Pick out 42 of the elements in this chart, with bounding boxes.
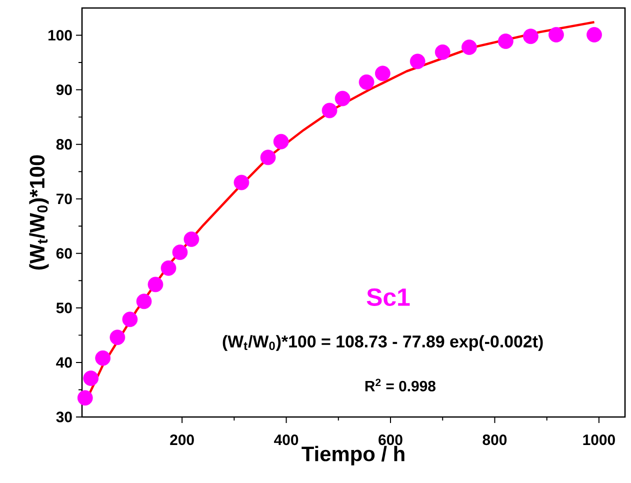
y-axis-title: (W$_{t}$/W$_{0}$)*100: [29, 155, 49, 270]
point: [434, 44, 450, 60]
point: [83, 370, 99, 386]
point: [548, 27, 564, 42]
x-axis-title: Tiempo / h: [302, 446, 404, 466]
point: [77, 390, 93, 406]
y-tick-label: 30: [56, 412, 72, 422]
point: [358, 74, 374, 90]
point: [410, 54, 426, 70]
point: [110, 330, 126, 346]
annotation: (W$_{t}$/W$_{0}$)*100 = 108.73 - 77.89 exp(-0.002t): [222, 335, 543, 351]
x-tick-label: 600: [378, 434, 402, 446]
x-tick-label: 400: [274, 434, 298, 446]
point: [122, 312, 138, 328]
point: [273, 134, 289, 150]
point: [498, 34, 514, 49]
point: [461, 40, 477, 55]
point: [522, 28, 538, 44]
point: [260, 150, 276, 166]
text: Sc1: [366, 288, 410, 306]
y-tick-label: 40: [56, 357, 72, 368]
point: [586, 27, 602, 42]
point: [160, 260, 176, 276]
point: [172, 244, 188, 260]
x-tick-label: 200: [170, 434, 194, 446]
y-tick-label: 80: [56, 139, 72, 150]
point: [322, 102, 338, 118]
point: [234, 174, 250, 190]
y-tick-label: 50: [56, 302, 72, 314]
y-tick-label: 70: [56, 194, 72, 204]
annotation: R$^{2}$ = 0.998: [365, 378, 436, 392]
y-tick-label: 100: [48, 30, 72, 41]
point: [184, 232, 200, 247]
point: [136, 294, 152, 310]
y-tick-label: 60: [56, 248, 72, 259]
x-tick-label: 800: [482, 434, 507, 446]
x-tick-label: 1000: [583, 434, 615, 446]
point: [374, 66, 390, 82]
point: [334, 90, 350, 106]
point: [95, 350, 111, 366]
y-tick-label: 90: [56, 84, 72, 96]
point: [148, 276, 164, 292]
